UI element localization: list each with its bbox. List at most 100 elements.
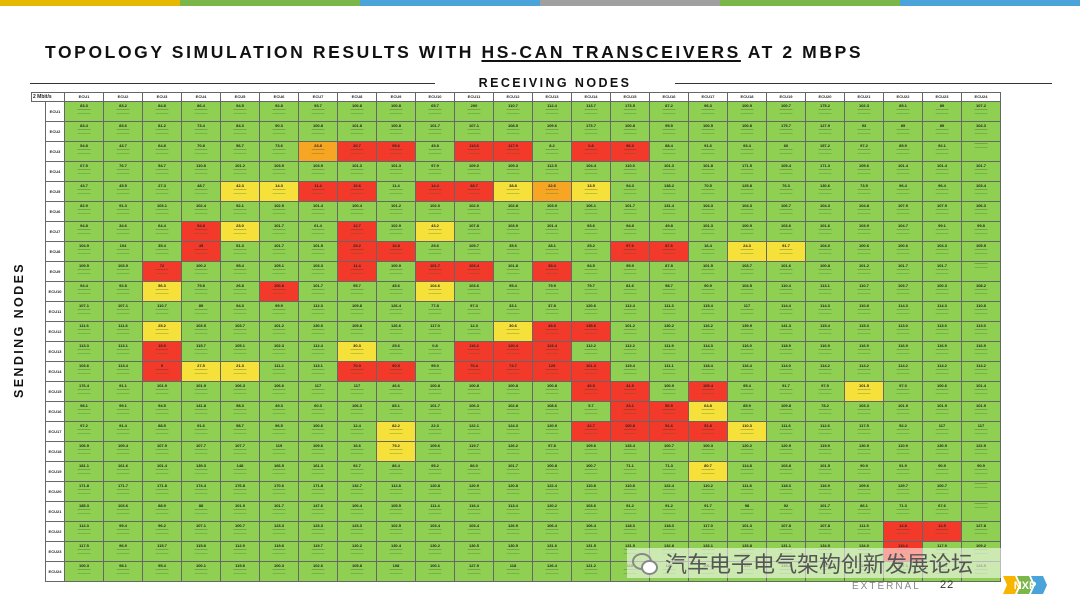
receiving-node-header: ECU13 bbox=[532, 92, 572, 102]
result-cell: 130.0 ———— ———— bbox=[298, 321, 338, 342]
cell-detail-line: ———— bbox=[935, 187, 949, 191]
cell-detail-line: ———— bbox=[350, 190, 364, 195]
accent-segment bbox=[360, 0, 540, 6]
cell-margin-value: 132.7 bbox=[351, 483, 362, 488]
result-cell: 93.4 ———— ———— bbox=[727, 141, 767, 162]
cell-margin-value: 100.6 bbox=[897, 243, 908, 248]
cell-margin-value: 92.7 bbox=[353, 463, 361, 468]
cell-margin-value: 97.8 bbox=[548, 443, 556, 448]
cell-detail-line: ———— bbox=[974, 310, 988, 315]
result-cell: 111.9 ———— ———— bbox=[649, 341, 689, 362]
cell-detail-line: ———— bbox=[155, 370, 169, 375]
result-cell: 109.8 ———— ———— bbox=[337, 301, 377, 322]
result-cell: 95.2 ———— ———— bbox=[415, 461, 455, 482]
cell-margin-value: 81.6 bbox=[626, 283, 634, 288]
cell-margin-value: 101.3 bbox=[351, 163, 362, 168]
cell-detail-line: ———— bbox=[623, 190, 637, 195]
cell-margin-value: 26.8 bbox=[236, 283, 244, 288]
cell-detail-line: ———— bbox=[779, 170, 793, 175]
cell-detail-line: ———— bbox=[506, 247, 520, 251]
cell-detail-line: ———— bbox=[428, 367, 442, 371]
cell-margin-value: 91.1 bbox=[119, 383, 127, 388]
cell-detail-line: ———— bbox=[233, 170, 247, 175]
cell-margin-value: 110.7 bbox=[508, 103, 518, 108]
cell-detail-line: ———— bbox=[584, 267, 598, 271]
result-cell: 105.1 ———— ———— bbox=[220, 341, 260, 362]
cell-detail-line: ———— bbox=[701, 347, 715, 351]
cell-detail-line: ———— bbox=[155, 110, 169, 115]
cell-detail-line: ———— bbox=[155, 567, 169, 571]
cell-detail-line: ———— bbox=[77, 427, 91, 431]
cell-detail-line: ———— bbox=[662, 390, 676, 395]
result-cell: 103.7 ———— ———— bbox=[727, 261, 767, 282]
cell-detail-line: ———— bbox=[77, 270, 91, 275]
cell-margin-value: 86.4 bbox=[197, 103, 205, 108]
cell-detail-line: ———— bbox=[740, 430, 754, 435]
result-cell: 100.8 ———— ———— bbox=[298, 121, 338, 142]
result-cell: 100.1 ———— ———— bbox=[181, 561, 221, 582]
cell-detail-line: ———— bbox=[740, 230, 754, 235]
result-cell: 0.8 ———— ———— bbox=[571, 141, 611, 162]
cell-margin-value: 100.8 bbox=[624, 123, 635, 128]
cell-detail-line: ———— bbox=[155, 167, 169, 171]
cell-detail-line: ———— bbox=[428, 327, 442, 331]
matrix-row: ECU18 106.9 ———— ———— 109.4 ———— ———— 107.9 ————… bbox=[31, 441, 1001, 462]
cell-detail-line: ———— bbox=[584, 567, 598, 571]
cell-detail-line: ———— bbox=[155, 527, 169, 531]
result-cell: 101.7 ———— ———— bbox=[805, 501, 845, 522]
cell-detail-line: ———— bbox=[857, 207, 871, 211]
cell-margin-value: 116.0 bbox=[742, 343, 752, 348]
cell-detail-line: ———— bbox=[77, 390, 91, 395]
cell-detail-line: ———— bbox=[818, 250, 832, 255]
cell-detail-line: ———— bbox=[194, 230, 208, 235]
cell-margin-value: 130.5 bbox=[468, 543, 479, 548]
cell-detail-line: ———— bbox=[740, 107, 754, 111]
cell-detail-line: ———— bbox=[896, 527, 910, 531]
cell-detail-line: ———— bbox=[584, 110, 598, 115]
sending-node-header: ECU15 bbox=[45, 381, 65, 402]
cell-detail-line: ———— bbox=[428, 130, 442, 135]
cell-margin-value: 132.8 bbox=[663, 543, 674, 548]
cell-margin-value: 80.7 bbox=[704, 463, 712, 468]
result-cell: 101.7 ———— ———— bbox=[415, 401, 455, 422]
cell-detail-line: ———— bbox=[467, 570, 481, 575]
cell-margin-value: 131.4 bbox=[663, 203, 674, 208]
cell-margin-value: 102.6 bbox=[312, 563, 323, 568]
result-cell: 101.7 ———— ———— bbox=[259, 241, 299, 262]
cell-detail-line: ———— bbox=[311, 110, 325, 115]
cell-detail-line: ———— bbox=[857, 107, 871, 111]
sending-node-header: ECU17 bbox=[45, 421, 65, 442]
cell-detail-line: ———— bbox=[506, 487, 520, 491]
cell-detail-line: ———— bbox=[428, 527, 442, 531]
cell-margin-value: 101.4 bbox=[312, 203, 323, 208]
cell-margin-value: 103.9 bbox=[117, 263, 128, 268]
result-cell: 90.9 ———— ———— bbox=[844, 461, 884, 482]
result-cell: 79.7 ———— ———— bbox=[571, 281, 611, 302]
cell-detail-line: ———— bbox=[116, 307, 130, 311]
cell-detail-line: ———— bbox=[662, 447, 676, 451]
cell-margin-value: 93.6 bbox=[587, 223, 595, 228]
watermark-text: 汽车电子电气架构创新发展论坛 bbox=[665, 553, 974, 578]
cell-margin-value: 89.1 bbox=[899, 103, 907, 108]
cell-detail-line: ———— bbox=[233, 107, 247, 111]
cell-margin-value: 100.6 bbox=[936, 383, 947, 388]
cell-margin-value: 119.8 bbox=[274, 543, 284, 548]
result-cell: 12.4 ———— ———— bbox=[337, 421, 377, 442]
cell-detail-line: ———— bbox=[623, 347, 637, 351]
row-spacer bbox=[31, 281, 46, 302]
cell-margin-value: 101.4 bbox=[156, 463, 167, 468]
cell-margin-value: 110.9 bbox=[898, 443, 908, 448]
cell-detail-line: ———— bbox=[467, 207, 481, 211]
cell-detail-line: ———— bbox=[155, 107, 169, 111]
cell-detail-line: ———— bbox=[350, 367, 364, 371]
cell-detail-line: ———— bbox=[272, 427, 286, 431]
cell-detail-line: ———— bbox=[506, 470, 520, 475]
cell-detail-line: ———— bbox=[584, 387, 598, 391]
result-cell: 74.7 ———— ———— bbox=[493, 361, 533, 382]
cell-margin-value: 110.8 bbox=[976, 303, 986, 308]
cell-detail-line: ———— bbox=[350, 370, 364, 375]
cell-margin-value: 113.0 bbox=[898, 323, 908, 328]
result-cell: 95.0 ———— ———— bbox=[415, 361, 455, 382]
result-cell: 95.6 ———— ———— bbox=[376, 141, 416, 162]
cell-margin-value: 100.9 bbox=[663, 383, 674, 388]
